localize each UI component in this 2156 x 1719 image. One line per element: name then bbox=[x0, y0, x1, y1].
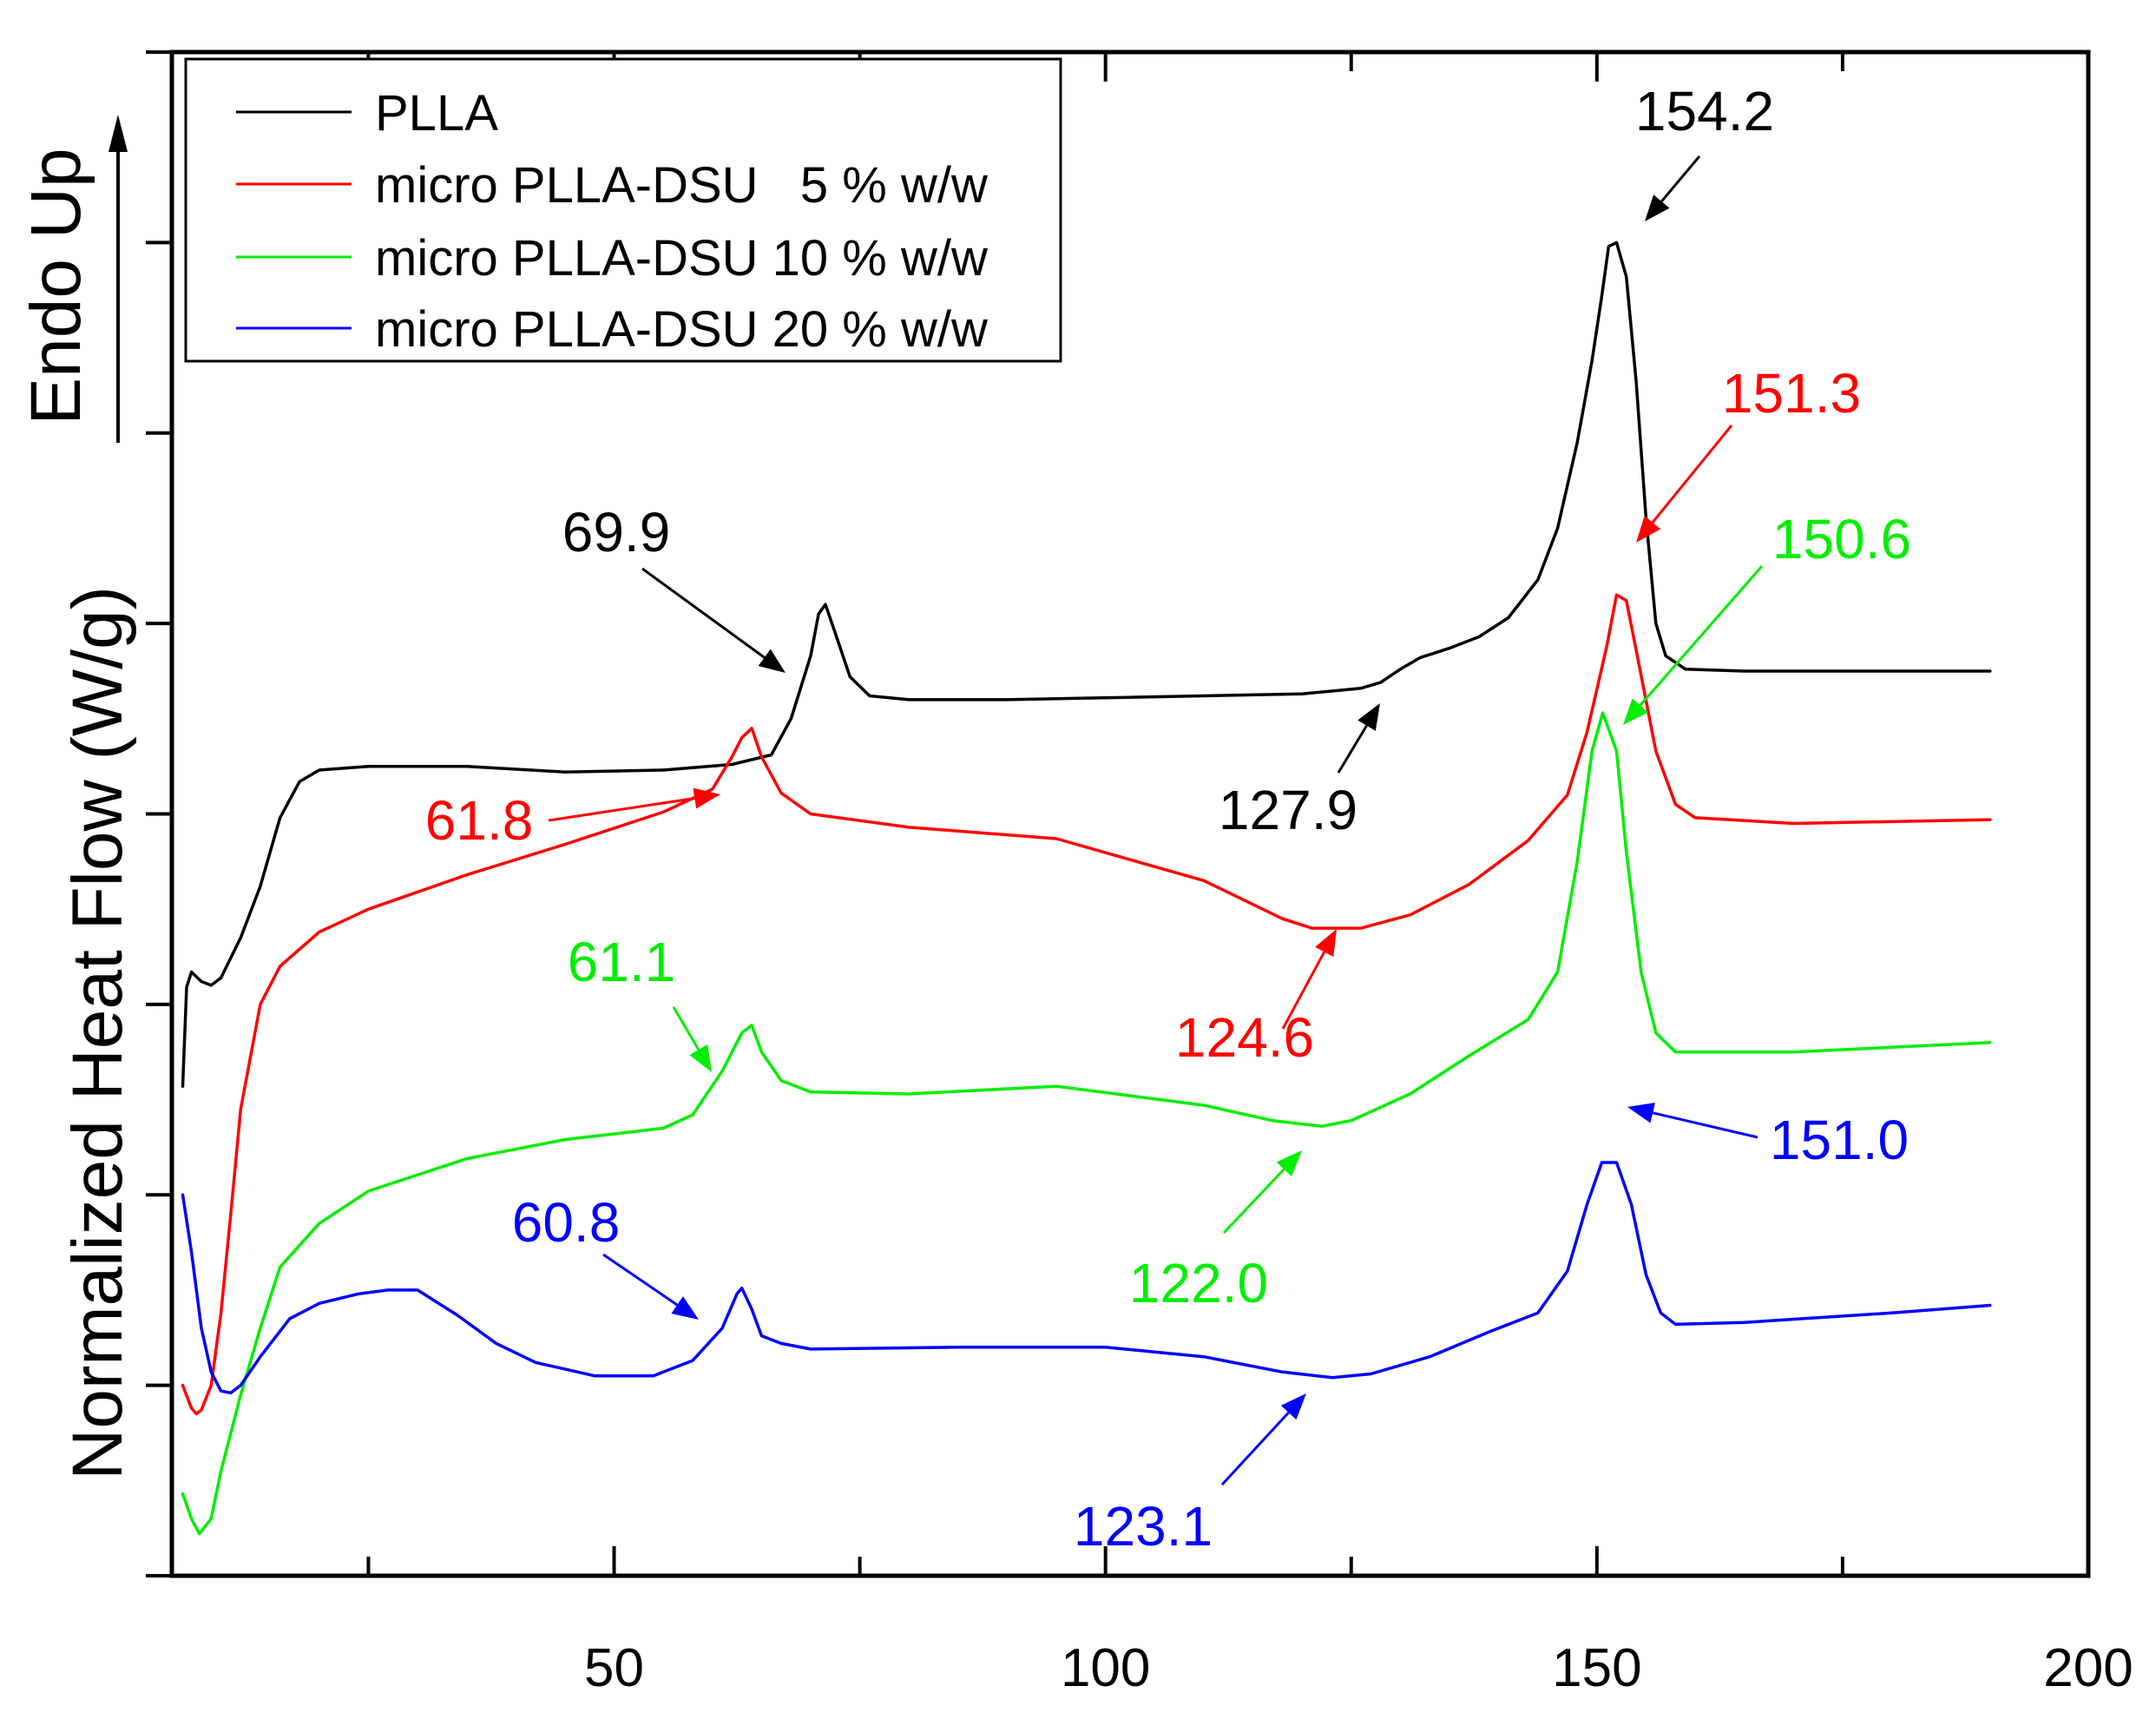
annotation-arrowhead bbox=[758, 649, 785, 673]
annotation-5pct-peak-151: 151.3 bbox=[1722, 362, 1861, 425]
annotation-10pct-peak-150: 150.6 bbox=[1772, 508, 1911, 570]
series-layer bbox=[181, 240, 1992, 1536]
legend-label-plla: PLLA bbox=[375, 85, 498, 142]
annotation-20pct-cold-cryst-123: 123.1 bbox=[1074, 1495, 1213, 1558]
annotation-5pct-cold-cryst-124: 124.6 bbox=[1175, 1006, 1314, 1069]
annotation-plla-glass-69: 69.9 bbox=[562, 501, 671, 563]
annotation-layer bbox=[548, 155, 1764, 1486]
series-line-plla bbox=[181, 240, 1992, 1088]
annotation-arrowhead bbox=[671, 1296, 699, 1320]
annotation-arrowhead bbox=[1276, 1150, 1302, 1177]
annotation-arrow bbox=[641, 567, 766, 659]
annotation-arrow bbox=[1651, 425, 1733, 524]
series-line-5pct bbox=[181, 593, 1992, 1416]
endo-up-arrowhead bbox=[108, 115, 128, 152]
y-axis-title: Normalized Heat Flow (W/g) bbox=[58, 586, 137, 1480]
annotation-arrowhead bbox=[1357, 703, 1380, 731]
x-tick-label: 100 bbox=[1061, 1638, 1150, 1698]
annotation-arrowhead bbox=[1280, 1393, 1306, 1420]
annotation-arrowhead bbox=[689, 1044, 712, 1072]
annotation-arrow bbox=[672, 1006, 700, 1050]
annotation-arrowhead bbox=[1627, 1103, 1655, 1123]
legend-label-10pct: micro PLLA-DSU 10 % w/w bbox=[375, 230, 989, 286]
x-axis: 50 100 150 200 bbox=[366, 52, 2133, 1698]
annotation-arrowhead bbox=[1645, 194, 1670, 221]
annotation-10pct-cold-cryst-122: 122.0 bbox=[1129, 1252, 1268, 1314]
annotation-arrow bbox=[1281, 951, 1326, 1030]
annotation-plla-onset-127: 127.9 bbox=[1219, 779, 1357, 841]
annotation-arrowhead bbox=[1623, 698, 1648, 725]
x-tick-label: 50 bbox=[584, 1638, 644, 1698]
series-line-20pct bbox=[181, 1161, 1992, 1395]
annotation-arrowhead bbox=[1315, 929, 1337, 958]
annotation-20pct-glass-60: 60.8 bbox=[512, 1191, 621, 1254]
annotation-arrowhead bbox=[693, 787, 720, 809]
annotation-arrow bbox=[548, 797, 695, 822]
annotation-arrow bbox=[1222, 1168, 1285, 1235]
legend-label-5pct: micro PLLA-DSU 5 % w/w bbox=[375, 157, 989, 214]
annotation-arrow bbox=[1660, 155, 1701, 202]
y-axis bbox=[146, 50, 172, 1577]
x-tick-label: 200 bbox=[2043, 1638, 2133, 1698]
annotation-plla-peak-154: 154.2 bbox=[1635, 80, 1774, 142]
annotation-arrow bbox=[602, 1253, 679, 1307]
x-tick-label: 150 bbox=[1552, 1638, 1641, 1698]
series-line-10pct bbox=[181, 711, 1992, 1536]
annotation-20pct-peak-151: 151.0 bbox=[1770, 1109, 1909, 1171]
annotation-arrow bbox=[1639, 565, 1764, 707]
endo-up-label: Endo Up bbox=[16, 148, 95, 425]
annotation-arrow bbox=[1337, 724, 1368, 774]
annotation-5pct-glass-61: 61.8 bbox=[425, 789, 534, 852]
annotation-arrow bbox=[1220, 1412, 1290, 1486]
legend-box bbox=[184, 57, 1062, 363]
legend: PLLA micro PLLA-DSU 5 % w/w micro PLLA-D… bbox=[184, 57, 1062, 363]
annotation-10pct-glass-61: 61.1 bbox=[568, 931, 676, 993]
annotation-arrow bbox=[1652, 1111, 1758, 1139]
annotation-arrowhead bbox=[1636, 516, 1661, 543]
legend-label-20pct: micro PLLA-DSU 20 % w/w bbox=[375, 301, 989, 358]
